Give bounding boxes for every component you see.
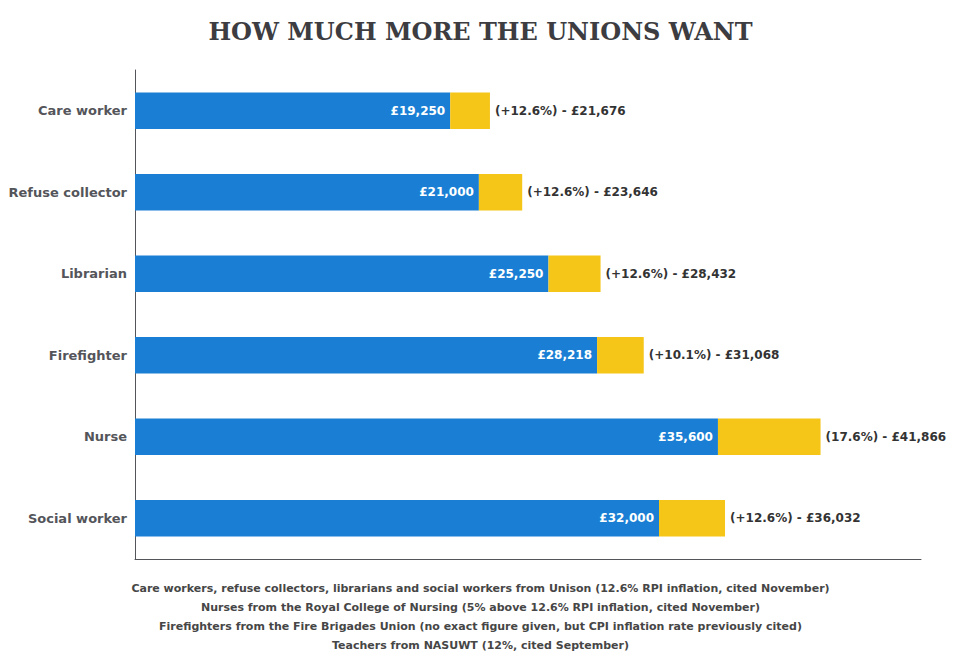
svg-text:(+12.6%) - £28,432: (+12.6%) - £28,432 [606, 267, 737, 281]
svg-text:Refuse collector: Refuse collector [9, 185, 128, 200]
svg-text:Firefighter: Firefighter [49, 348, 128, 363]
svg-text:(+12.6%) - £23,646: (+12.6%) - £23,646 [527, 185, 658, 199]
svg-text:£25,250: £25,250 [489, 267, 544, 281]
svg-text:£35,600: £35,600 [658, 430, 713, 444]
svg-text:Nurses from the Royal College: Nurses from the Royal College of Nursing… [201, 601, 760, 614]
svg-text:Teachers from NASUWT (12%, cit: Teachers from NASUWT (12%, cited Septemb… [332, 639, 629, 652]
svg-text:£32,000: £32,000 [599, 511, 654, 525]
svg-text:Care workers, refuse collector: Care workers, refuse collectors, librari… [131, 582, 829, 595]
svg-text:(+12.6%) - £36,032: (+12.6%) - £36,032 [730, 511, 861, 525]
svg-text:£28,218: £28,218 [537, 348, 592, 362]
svg-text:Librarian: Librarian [61, 266, 127, 281]
svg-text:Care worker: Care worker [38, 103, 128, 118]
svg-text:£21,000: £21,000 [419, 185, 474, 199]
svg-text:£19,250: £19,250 [391, 104, 446, 118]
svg-text:(17.6%) - £41,866: (17.6%) - £41,866 [826, 430, 947, 444]
svg-text:(+12.6%) - £21,676: (+12.6%) - £21,676 [495, 104, 626, 118]
svg-text:Social worker: Social worker [28, 511, 128, 526]
svg-text:HOW MUCH MORE THE UNIONS WANT: HOW MUCH MORE THE UNIONS WANT [208, 17, 752, 46]
svg-text:Firefighters from the Fire Bri: Firefighters from the Fire Brigades Unio… [159, 620, 802, 633]
svg-text:Nurse: Nurse [84, 429, 127, 444]
svg-text:(+10.1%) - £31,068: (+10.1%) - £31,068 [649, 348, 780, 362]
